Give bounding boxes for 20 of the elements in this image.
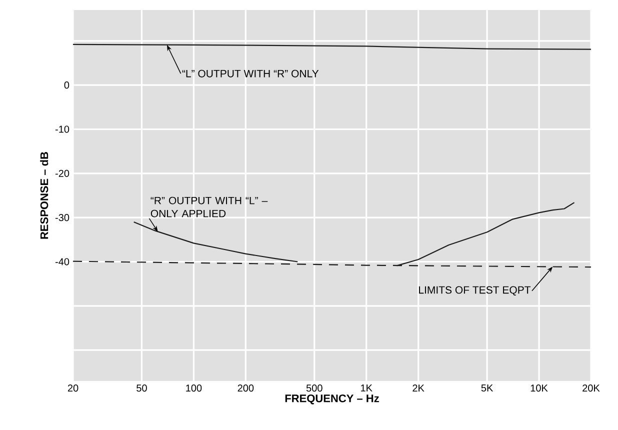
x-axis-title: FREQUENCY – Hz xyxy=(285,394,379,404)
y-axis-title: RESPONSE – dB xyxy=(40,152,48,239)
annotation: “R” OUTPUT WITH “L” – ONLY APPLIED xyxy=(150,196,268,218)
x-tick-label: 100 xyxy=(186,384,202,392)
annotation: LIMITS OF TEST EQPT xyxy=(419,286,531,296)
x-tick-label: 20 xyxy=(68,384,78,392)
y-tick-label: -30 xyxy=(55,214,70,222)
y-tick-label: -10 xyxy=(55,126,70,133)
annotation: “L” OUTPUT WITH “R” ONLY xyxy=(182,70,319,78)
y-tick-label: -20 xyxy=(55,170,70,177)
x-tick-label: 5K xyxy=(481,384,494,392)
x-tick-label: 500 xyxy=(306,384,322,392)
y-tick-label: 0 xyxy=(64,82,70,89)
x-tick-label: 10K xyxy=(530,384,548,392)
x-tick-label: 2K xyxy=(412,384,424,392)
y-tick-label: -40 xyxy=(55,258,70,266)
x-tick-label: 50 xyxy=(136,384,147,392)
x-tick-label: 200 xyxy=(238,384,254,392)
x-tick-label: 1K xyxy=(361,384,372,392)
x-tick-label: 20K xyxy=(582,384,600,392)
